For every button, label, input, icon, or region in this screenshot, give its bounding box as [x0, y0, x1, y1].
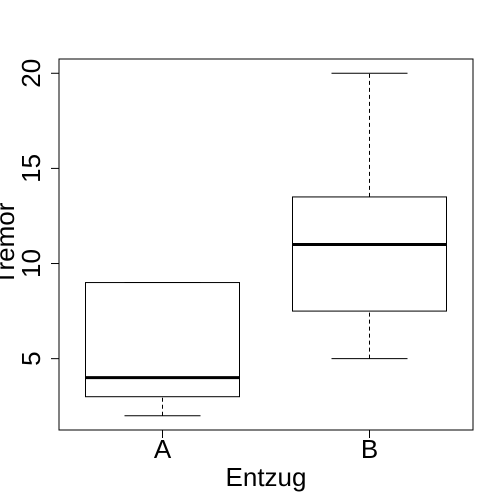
- y-tick-label: 10: [16, 249, 46, 278]
- y-axis-label: Tremor: [0, 202, 20, 285]
- x-axis-label: Entzug: [226, 462, 307, 492]
- chart-marks: [85, 72, 447, 417]
- box-b: [292, 196, 447, 312]
- x-tick-label: A: [154, 434, 172, 464]
- box-a: [85, 282, 240, 398]
- y-tick-label: 15: [16, 154, 46, 183]
- y-tick-label: 20: [16, 59, 46, 88]
- y-tick-label: 5: [16, 351, 46, 365]
- y-axis: 5 10 15 20: [16, 59, 59, 366]
- x-tick-label: B: [361, 434, 378, 464]
- plot-frame: [58, 58, 474, 431]
